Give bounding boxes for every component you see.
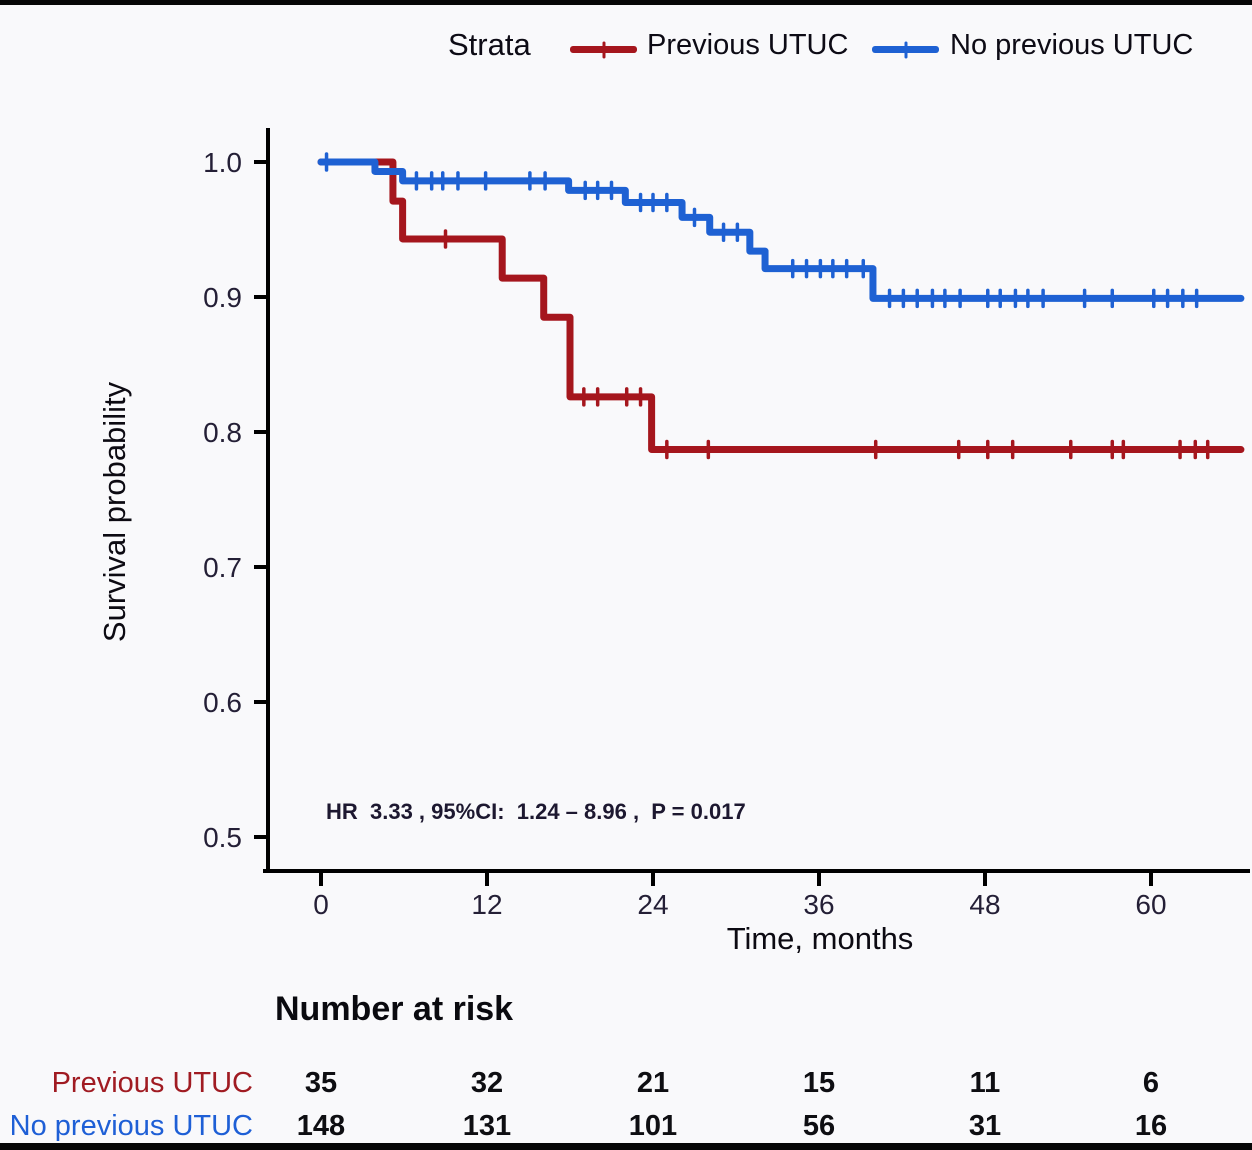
- y-tick-label: 0.5: [203, 822, 242, 853]
- legend-marker-previous-utuc: [570, 41, 637, 58]
- y-tick-label: 0.9: [203, 282, 242, 313]
- x-axis-title: Time, months: [726, 921, 914, 956]
- risk-row-label: No previous UTUC: [9, 1110, 253, 1142]
- risk-count: 56: [802, 1110, 836, 1142]
- legend-label-previous-utuc: Previous UTUC: [647, 29, 849, 61]
- risk-table-row-no-previous-utuc: No previous UTUC 148 131 101 56 31 16: [0, 1106, 1252, 1146]
- survival-curve-0: [317, 158, 1245, 454]
- risk-count: 35: [304, 1067, 338, 1099]
- y-tick-label: 1.0: [203, 147, 242, 178]
- x-tick-label: 24: [637, 889, 668, 920]
- x-tick-label: 0: [313, 889, 329, 920]
- risk-count: 31: [968, 1110, 1002, 1142]
- y-tick-label: 0.8: [203, 417, 242, 448]
- risk-count: 148: [296, 1110, 346, 1142]
- risk-table-row-previous-utuc: Previous UTUC 35 32 21 15 11 6: [0, 1063, 1252, 1103]
- x-tick-label: 60: [1135, 889, 1166, 920]
- risk-count: 6: [1142, 1067, 1160, 1099]
- hazard-ratio-annotation: HR 3.33 , 95%CI: 1.24 – 8.96 , P = 0.017: [326, 799, 746, 824]
- bottom-border-strip: [0, 1143, 1252, 1150]
- risk-count: 11: [969, 1067, 1001, 1099]
- legend-marker-no-previous-utuc: [872, 41, 939, 58]
- risk-count: 32: [470, 1067, 504, 1099]
- legend-title: Strata: [448, 27, 531, 62]
- x-tick-label: 12: [471, 889, 502, 920]
- risk-count: 21: [636, 1067, 670, 1099]
- x-tick-label: 36: [803, 889, 834, 920]
- top-border-strip: [0, 0, 1252, 5]
- risk-row-label: Previous UTUC: [51, 1067, 253, 1099]
- y-tick-label: 0.7: [203, 552, 242, 583]
- legend-label-no-previous-utuc: No previous UTUC: [950, 29, 1194, 61]
- risk-count: 15: [802, 1067, 836, 1099]
- risk-count: 131: [462, 1110, 512, 1142]
- x-tick-label: 48: [969, 889, 1000, 920]
- censor-tick-icon: [602, 41, 605, 58]
- risk-count: 16: [1134, 1110, 1168, 1142]
- censor-tick-icon: [904, 41, 907, 58]
- risk-count: 101: [628, 1110, 678, 1142]
- y-axis-title: Survival probability: [97, 381, 132, 643]
- y-tick-label: 0.6: [203, 687, 242, 718]
- risk-table-title: Number at risk: [275, 990, 514, 1028]
- survival-curve-1: [317, 158, 1245, 302]
